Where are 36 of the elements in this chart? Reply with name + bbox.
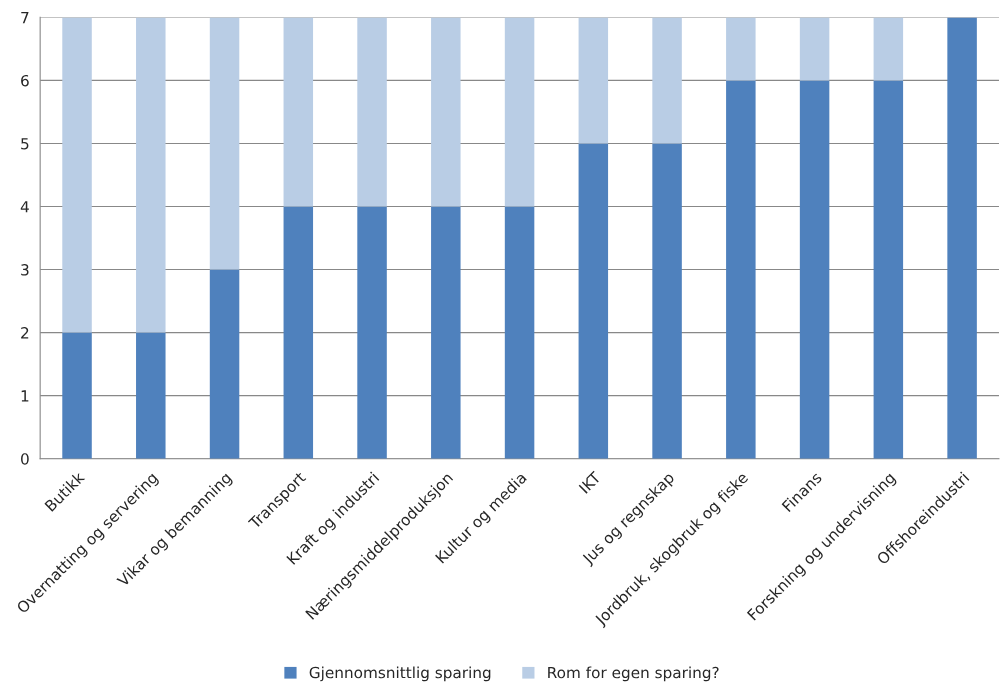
bar — [283, 206, 314, 459]
bar — [504, 206, 535, 459]
bar — [62, 332, 92, 459]
y-tick-label: 6 — [21, 74, 29, 87]
bar — [652, 17, 682, 144]
bar — [431, 206, 461, 459]
bar — [578, 17, 609, 144]
bar — [726, 80, 756, 459]
bar — [578, 143, 609, 459]
bar — [726, 17, 756, 81]
bar — [947, 17, 977, 459]
y-tick-label: 3 — [21, 264, 29, 276]
y-tick-label: 7 — [21, 12, 29, 24]
bar — [431, 17, 461, 207]
bar — [357, 17, 387, 207]
legend-label: Gjennomsnittlig sparing — [309, 666, 491, 682]
y-tick-label: 5 — [21, 138, 29, 150]
bar — [209, 17, 240, 270]
bar — [799, 80, 830, 459]
y-tick-label: 4 — [20, 201, 29, 213]
bar — [799, 17, 830, 81]
bar — [873, 80, 904, 459]
y-tick-label: 1 — [21, 390, 29, 402]
y-tick-label: 2 — [21, 327, 29, 339]
legend-label: Rom for egen sparing? — [548, 666, 719, 682]
bar — [136, 332, 166, 459]
bar — [652, 143, 682, 459]
bar — [136, 17, 166, 333]
bar — [62, 17, 92, 333]
y-tick-label: 0 — [21, 453, 29, 465]
x-tick-label: IKT — [578, 470, 602, 494]
bar — [504, 17, 535, 207]
bar — [283, 17, 314, 207]
bar — [357, 206, 387, 459]
bar — [209, 269, 240, 459]
bar — [873, 17, 904, 81]
